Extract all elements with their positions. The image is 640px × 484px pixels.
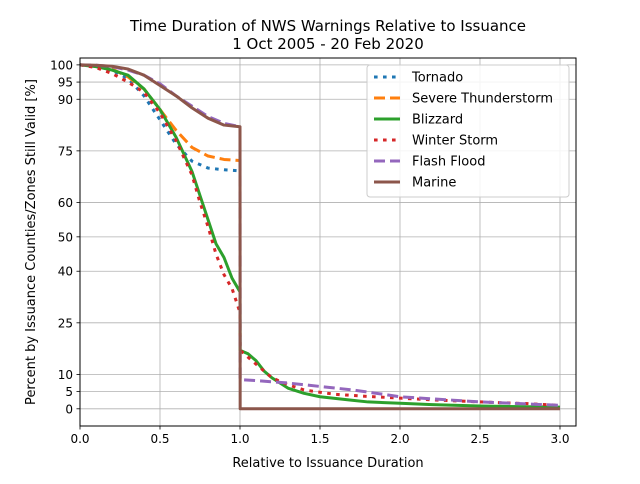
legend-label: Winter Storm (412, 134, 498, 149)
y-tick-label: 100 (50, 58, 73, 72)
y-tick-label: 50 (58, 230, 73, 244)
series-lines (79, 63, 561, 411)
legend-label: Flash Flood (412, 155, 485, 170)
y-tick-label: 60 (58, 196, 73, 210)
y-tick-label: 25 (58, 316, 73, 330)
x-tick-label: 2.5 (470, 432, 489, 446)
x-tick-label: 0.5 (150, 432, 169, 446)
legend: Tornado Severe Thunderstorm Blizzard Winter… (366, 64, 570, 198)
axis-ticks: 0.0 0.5 1.0 1.5 2.0 2.5 3.0 0 5 10 25 40 50 60 75 90 95 1… (50, 58, 569, 446)
x-tick-label: 0.0 (70, 432, 89, 446)
legend-label: Blizzard (412, 113, 463, 128)
x-tick-label: 1.5 (310, 432, 329, 446)
y-tick-label: 75 (58, 144, 73, 158)
y-tick-label: 40 (58, 265, 73, 279)
x-tick-label: 2.0 (390, 432, 409, 446)
y-tick-label: 10 (58, 368, 73, 382)
y-tick-label: 0 (65, 402, 73, 416)
x-tick-label: 3.0 (550, 432, 569, 446)
y-tick-label: 90 (58, 93, 73, 107)
legend-box (366, 64, 570, 198)
plot-frame (79, 57, 577, 427)
series-line-5 (79, 63, 560, 411)
legend-label: Severe Thunderstorm (412, 92, 553, 107)
x-axis-label: Relative to Issuance Duration (232, 456, 423, 471)
chart-title: Time Duration of NWS Warnings Relative t… (129, 17, 526, 35)
grid-lines (79, 58, 576, 426)
y-axis-label: Percent by Issuance Counties/Zones Still… (24, 79, 39, 405)
legend-label: Tornado (411, 71, 463, 86)
legend-label: Marine (412, 176, 456, 191)
chart-subtitle: 1 Oct 2005 - 20 Feb 2020 (232, 35, 424, 53)
y-tick-label: 5 (65, 385, 73, 399)
y-tick-label: 95 (58, 76, 73, 90)
x-tick-label: 1.0 (230, 432, 249, 446)
